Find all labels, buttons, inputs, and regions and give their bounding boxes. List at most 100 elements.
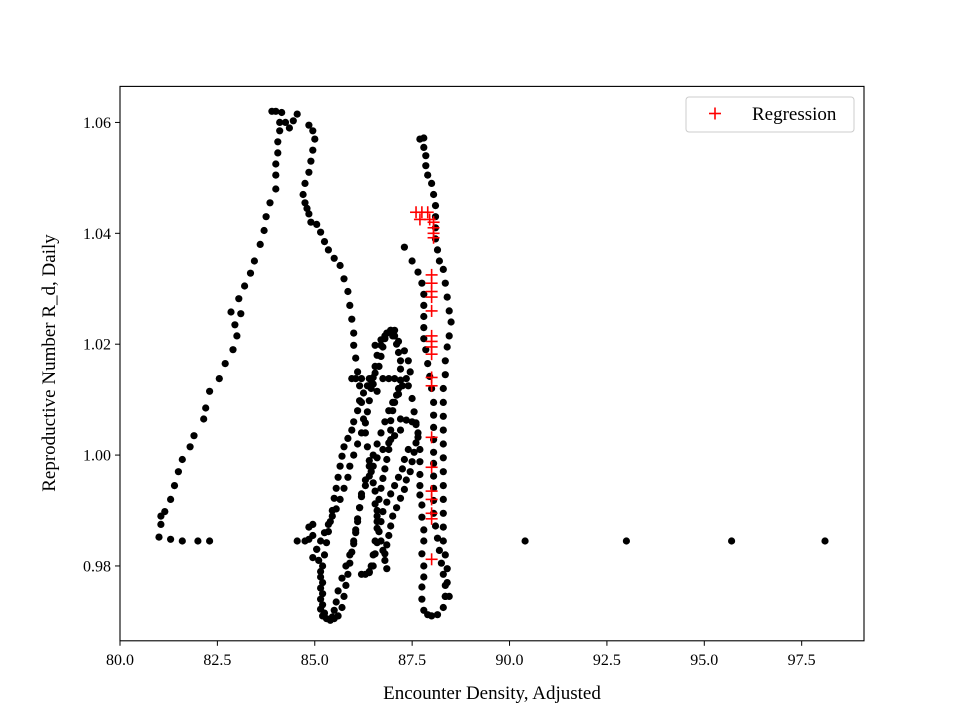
data-point	[354, 440, 362, 448]
data-point	[377, 484, 385, 492]
x-tick-label: 95.0	[690, 652, 718, 669]
data-point	[334, 473, 342, 481]
regression-point	[425, 493, 438, 506]
data-point	[167, 495, 175, 503]
data-point	[356, 397, 364, 405]
data-point	[293, 110, 301, 118]
data-point	[317, 595, 325, 603]
legend-regression-label: Regression	[752, 104, 837, 125]
data-point	[301, 179, 309, 187]
data-point	[356, 504, 364, 512]
data-point	[416, 445, 424, 454]
data-point	[396, 426, 405, 434]
data-point	[414, 268, 422, 276]
data-point	[262, 213, 270, 221]
data-point	[272, 171, 280, 179]
data-point	[313, 545, 321, 553]
data-point	[311, 135, 319, 143]
y-axis: 0.98 1.00 1.02 1.04 1.06	[83, 115, 120, 575]
data-point	[373, 387, 381, 395]
data-point	[408, 458, 416, 466]
data-point	[410, 408, 418, 416]
data-point	[309, 520, 317, 529]
regression-point	[421, 206, 434, 219]
data-point	[344, 434, 352, 442]
data-point	[441, 371, 449, 379]
data-point	[420, 537, 428, 545]
data-point	[369, 479, 377, 487]
data-point	[178, 537, 186, 545]
data-point	[260, 226, 268, 235]
data-point	[383, 329, 391, 337]
data-point	[317, 567, 325, 576]
data-point	[398, 465, 406, 473]
data-point	[305, 121, 313, 129]
data-point	[430, 398, 438, 406]
data-point	[375, 495, 383, 503]
regression-point	[425, 431, 438, 444]
data-point	[309, 146, 317, 154]
data-point	[430, 423, 438, 431]
data-point	[344, 570, 352, 578]
data-point	[324, 528, 332, 536]
data-point	[369, 562, 377, 570]
data-point	[435, 257, 443, 265]
plot-frame	[119, 85, 865, 642]
data-point	[371, 550, 379, 558]
data-point	[381, 550, 389, 558]
data-point	[443, 343, 451, 351]
data-point	[391, 432, 399, 440]
data-point	[206, 387, 214, 395]
regression-point	[425, 461, 438, 474]
data-point	[393, 504, 401, 512]
data-point	[387, 426, 395, 434]
data-point	[359, 389, 368, 397]
regression-point	[427, 231, 440, 244]
data-point	[373, 539, 381, 547]
data-point	[416, 491, 424, 499]
regression-point	[425, 379, 438, 392]
regression-point	[425, 348, 438, 361]
data-point	[170, 482, 179, 490]
data-point	[441, 279, 449, 287]
data-point	[354, 515, 362, 523]
data-point	[281, 118, 290, 126]
data-point	[424, 360, 432, 368]
data-point	[342, 581, 350, 590]
data-point	[322, 539, 331, 547]
data-point	[357, 375, 366, 383]
data-point	[418, 583, 426, 591]
data-point	[356, 382, 364, 390]
x-tick-label: 82.5	[203, 652, 231, 669]
regression-points	[410, 206, 440, 566]
data-point	[328, 506, 336, 515]
data-point	[371, 341, 379, 349]
data-point	[385, 439, 393, 447]
data-point	[350, 537, 358, 545]
data-point	[354, 407, 362, 415]
data-point	[439, 398, 447, 406]
data-point	[430, 190, 438, 199]
data-point	[389, 332, 397, 340]
data-point	[315, 556, 323, 565]
data-point	[441, 551, 449, 559]
data-point	[293, 537, 301, 545]
data-point	[330, 494, 338, 502]
data-point	[377, 518, 385, 526]
data-point	[383, 541, 391, 549]
data-point	[430, 472, 438, 480]
regression-point	[425, 553, 438, 566]
data-point	[317, 584, 325, 592]
data-point	[420, 324, 428, 332]
data-point	[365, 472, 373, 480]
data-point	[319, 612, 327, 620]
data-point	[361, 419, 369, 427]
data-points	[155, 107, 829, 624]
data-point	[313, 220, 321, 228]
data-point	[391, 375, 399, 383]
data-point	[447, 318, 455, 326]
data-point	[352, 375, 360, 383]
x-tick-label: 92.5	[593, 652, 621, 669]
data-point	[178, 455, 186, 464]
